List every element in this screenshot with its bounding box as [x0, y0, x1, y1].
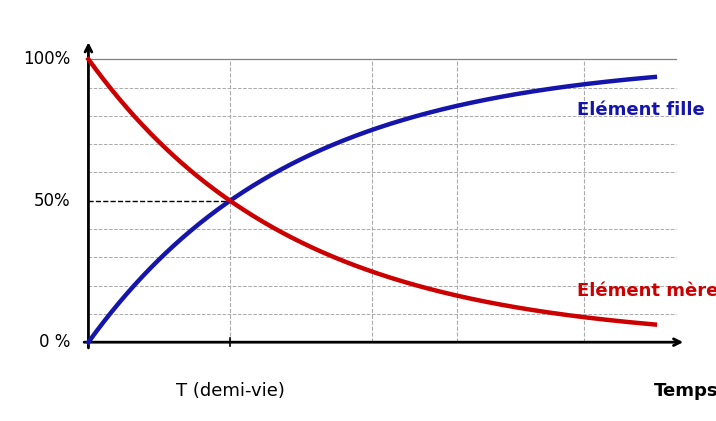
Text: Temps: Temps — [654, 382, 716, 400]
Text: Elément mère: Elément mère — [577, 282, 716, 300]
Text: Elément fille: Elément fille — [577, 101, 705, 119]
Text: T (demi-vie): T (demi-vie) — [175, 382, 284, 400]
Text: 0 %: 0 % — [39, 333, 70, 351]
Text: 100%: 100% — [23, 50, 70, 68]
Text: 50%: 50% — [34, 192, 70, 210]
